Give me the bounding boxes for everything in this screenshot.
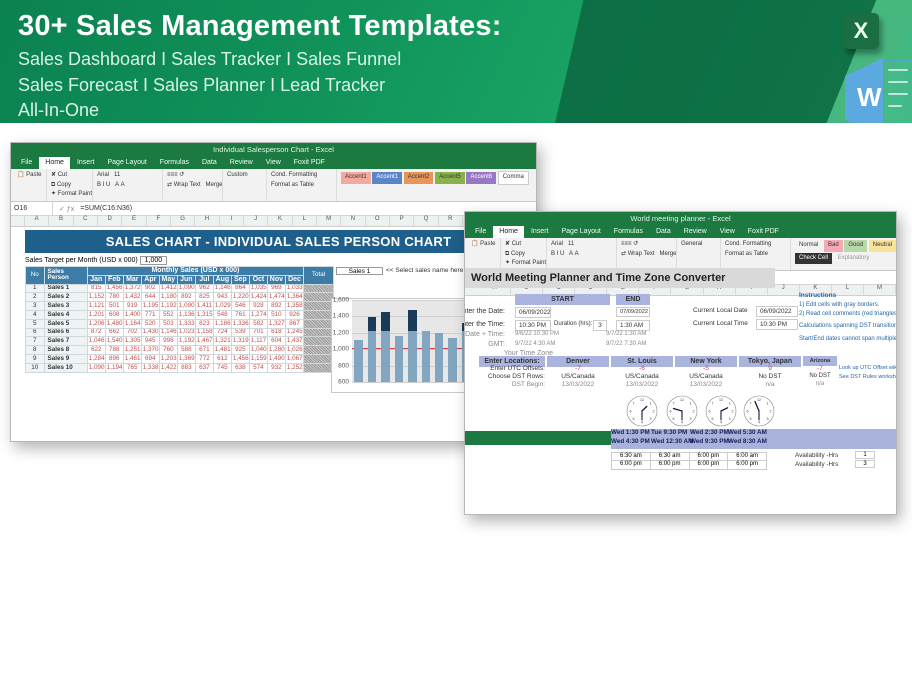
svg-text:4: 4	[758, 421, 760, 425]
svg-text:5: 5	[673, 417, 675, 421]
svg-text:7: 7	[633, 402, 635, 406]
svg-text:6: 6	[670, 410, 672, 414]
svg-text:5: 5	[750, 417, 752, 421]
svg-text:2: 2	[732, 410, 734, 414]
svg-text:1: 1	[729, 402, 731, 406]
svg-text:1: 1	[650, 402, 652, 406]
svg-text:3: 3	[650, 417, 652, 421]
svg-text:3: 3	[729, 417, 731, 421]
svg-text:2: 2	[653, 410, 655, 414]
svg-text:12: 12	[719, 398, 723, 402]
svg-text:6: 6	[709, 410, 711, 414]
svg-text:3: 3	[690, 417, 692, 421]
svg-text:7: 7	[750, 402, 752, 406]
svg-text:12: 12	[640, 398, 644, 402]
svg-text:1: 1	[690, 402, 692, 406]
svg-text:5: 5	[633, 417, 635, 421]
svg-text:2: 2	[770, 410, 772, 414]
svg-text:2: 2	[693, 410, 695, 414]
svg-text:6: 6	[747, 410, 749, 414]
svg-text:6: 6	[630, 410, 632, 414]
svg-text:12: 12	[757, 398, 761, 402]
svg-text:4: 4	[681, 421, 683, 425]
svg-text:12: 12	[680, 398, 684, 402]
svg-text:7: 7	[673, 402, 675, 406]
svg-text:1: 1	[767, 402, 769, 406]
svg-text:4: 4	[720, 421, 722, 425]
svg-text:7: 7	[712, 402, 714, 406]
svg-text:4: 4	[641, 421, 643, 425]
svg-text:3: 3	[767, 417, 769, 421]
svg-text:5: 5	[712, 417, 714, 421]
